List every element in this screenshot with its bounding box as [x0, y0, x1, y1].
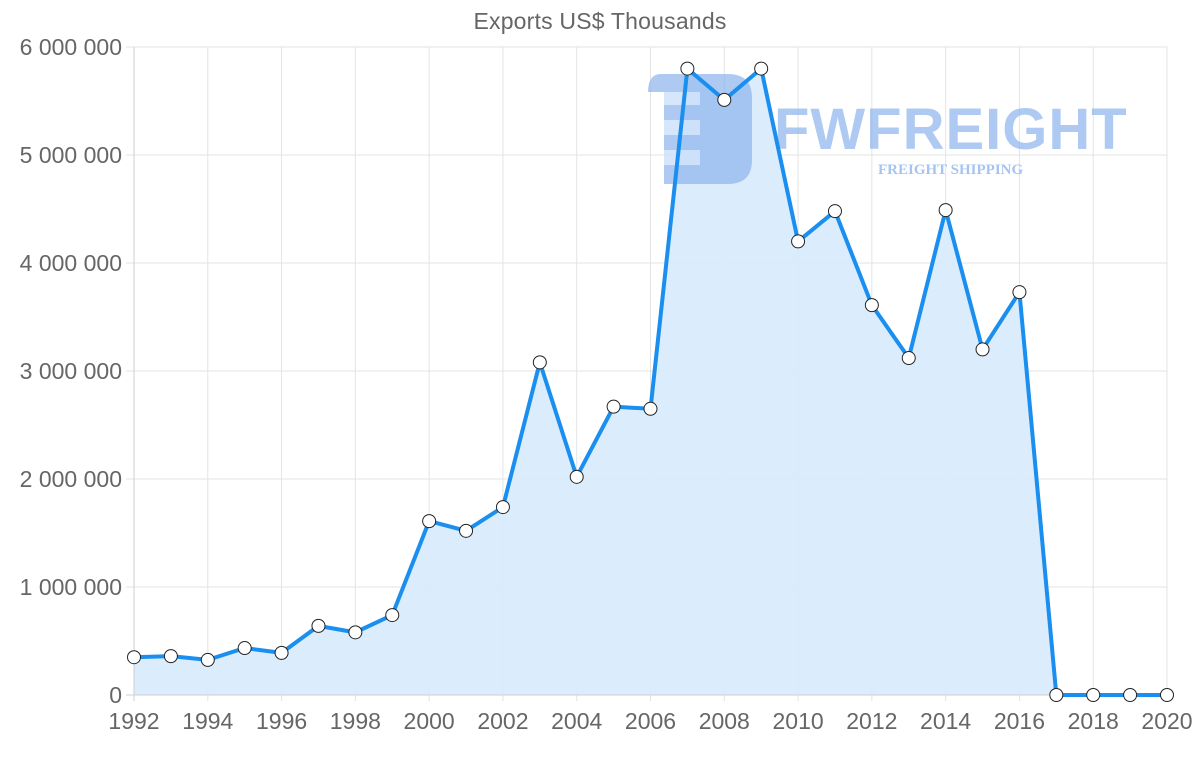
y-tick-label: 0 [109, 682, 122, 708]
x-tick-label: 1998 [330, 708, 381, 734]
data-points [127, 61, 1174, 702]
data-point-marker [569, 469, 584, 484]
x-tick-label: 2008 [699, 708, 750, 734]
data-point-marker [791, 234, 806, 249]
data-point-marker [717, 92, 732, 107]
data-point-marker [200, 652, 215, 667]
x-tick-label: 2004 [551, 708, 602, 734]
data-point-marker [864, 298, 879, 313]
x-tick-label: 2010 [772, 708, 823, 734]
data-point-marker [1123, 688, 1138, 702]
data-point-marker [163, 649, 178, 664]
y-tick-label: 5 000 000 [20, 142, 122, 168]
y-tick-label: 4 000 000 [20, 250, 122, 276]
data-point-marker [1160, 688, 1174, 702]
x-tick-label: 2014 [920, 708, 971, 734]
data-point-marker [311, 618, 326, 633]
x-tick-label: 1994 [182, 708, 233, 734]
x-tick-label: 1992 [108, 708, 159, 734]
data-point-marker [1012, 285, 1027, 300]
axes [126, 47, 1167, 701]
watermark-brand-text: FWFREIGHT [774, 97, 1128, 162]
x-tick-label: 2020 [1141, 708, 1192, 734]
data-point-marker [938, 203, 953, 218]
x-tick-label: 2018 [1068, 708, 1119, 734]
data-point-marker [274, 645, 289, 660]
area-fill [134, 68, 1167, 696]
data-point-marker [1049, 688, 1064, 702]
y-tick-label: 2 000 000 [20, 466, 122, 492]
x-tick-label: 2000 [404, 708, 455, 734]
data-point-marker [459, 523, 474, 538]
data-point-marker [348, 625, 363, 640]
x-axis-tick-labels: 1992 1994 1996 1998 2000 2002 2004 2006 2008 2010… [108, 708, 1192, 734]
y-tick-label: 6 000 000 [20, 34, 122, 60]
data-point-marker [532, 355, 547, 370]
y-tick-label: 3 000 000 [20, 358, 122, 384]
area-fill-path [134, 68, 1167, 696]
data-point-marker [127, 650, 141, 665]
data-point-marker [422, 514, 437, 529]
x-tick-label: 2002 [477, 708, 528, 734]
data-point-marker [975, 342, 990, 357]
data-point-marker [643, 401, 658, 416]
y-axis-tick-labels: 0 1 000 000 2 000 000 3 000 000 4 000 000 5 0… [20, 34, 122, 708]
x-tick-label: 2012 [846, 708, 897, 734]
data-point-marker [606, 399, 621, 414]
fwfreight-watermark-logo: FWFREIGHT FREIGHT SHIPPING [648, 74, 1128, 184]
x-tick-label: 2016 [994, 708, 1045, 734]
x-tick-label: 1996 [256, 708, 307, 734]
x-tick-label: 2006 [625, 708, 676, 734]
data-point-marker [827, 204, 842, 219]
data-point-marker [385, 608, 400, 623]
data-point-marker [237, 641, 252, 656]
data-point-marker [680, 61, 695, 76]
chart-title: Exports US$ Thousands [473, 8, 727, 34]
watermark-tagline-text: FREIGHT SHIPPING [878, 162, 1023, 178]
data-point-marker [1086, 688, 1101, 702]
data-point-marker [495, 500, 510, 515]
data-point-marker [901, 351, 916, 366]
y-tick-label: 1 000 000 [20, 574, 122, 600]
data-point-marker [754, 61, 769, 76]
